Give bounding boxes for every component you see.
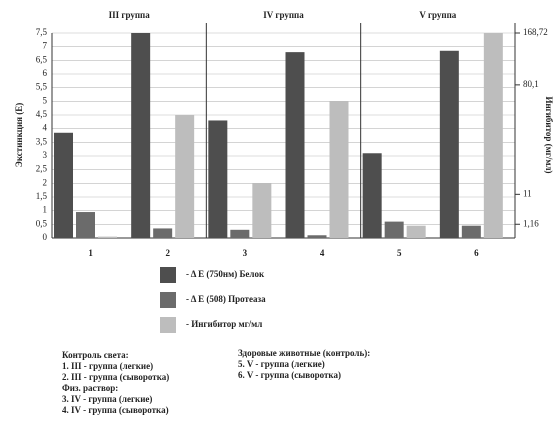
bar: [175, 115, 195, 238]
bar: [329, 101, 349, 238]
y-tick-label: 3: [43, 150, 48, 160]
y-tick-label: 7,5: [36, 27, 48, 37]
bar: [230, 229, 250, 238]
bar: [54, 132, 73, 238]
y2-tick-label: 80,1: [523, 79, 539, 89]
y-tick-label: 6,5: [36, 54, 48, 64]
note: 6. V - группа (сыворотка): [238, 370, 341, 380]
y-tick-label: 2,5: [36, 164, 48, 174]
x-tick-label: 1: [88, 248, 93, 258]
y-tick-label: 4,5: [36, 109, 48, 119]
y-tick-label: 1,5: [36, 191, 48, 201]
bar: [384, 221, 404, 238]
x-tick-label: 6: [474, 248, 479, 258]
bar: [208, 120, 228, 238]
bar: [483, 33, 503, 238]
legend-label: - Δ E (508) Протеаза: [186, 294, 266, 304]
note: 5. V - группа (легкие): [238, 359, 325, 369]
x-tick-label: 2: [166, 248, 171, 258]
legend-swatch: [160, 292, 176, 308]
note: 2. III - группа (сыворотка): [62, 372, 169, 382]
group-label: III группа: [109, 10, 151, 20]
y2-tick-label: 1,16: [523, 218, 539, 228]
y-tick-label: 0: [43, 232, 48, 242]
legend-swatch: [160, 317, 176, 333]
y2-tick-label: 168,72: [523, 27, 548, 37]
x-tick-label: 5: [397, 248, 402, 258]
bar: [406, 225, 426, 238]
y-tick-label: 1: [43, 205, 48, 215]
bar: [98, 236, 117, 238]
bar: [461, 225, 481, 238]
y2-tick-label: 11: [523, 188, 532, 198]
legend-swatch: [160, 267, 176, 283]
bar: [439, 50, 459, 239]
note: 3. IV - группа (легкие): [62, 394, 152, 404]
bar: [362, 153, 382, 238]
note: 1. III - группа (легкие): [62, 361, 153, 371]
y-tick-label: 2: [43, 177, 48, 187]
legend-label: - Ингибитор мг/мл: [186, 319, 262, 329]
bar: [76, 212, 95, 238]
bar: [153, 228, 173, 238]
y-tick-label: 4: [43, 123, 48, 133]
y2-axis-label: Ингибитор (мг/мл): [544, 96, 554, 173]
y-axis-label: Экстинкция (E): [14, 103, 24, 168]
y-tick-label: 0,5: [36, 218, 48, 228]
legend-label: - Δ E (750нм) Белок: [186, 269, 265, 279]
note: 4. IV - группа (сыворотка): [62, 405, 169, 415]
y-tick-label: 3,5: [36, 136, 48, 146]
note: Здоровые животные (контроль):: [238, 348, 370, 358]
group-label: IV группа: [263, 10, 304, 20]
bar: [131, 33, 151, 238]
note: Физ. раствор:: [62, 383, 118, 393]
note: Контроль света:: [62, 350, 129, 360]
y-tick-label: 7: [43, 41, 48, 51]
group-label: V группа: [419, 10, 456, 20]
bar: [307, 235, 327, 238]
x-tick-label: 4: [320, 248, 325, 258]
x-tick-label: 3: [243, 248, 248, 258]
y-tick-label: 5: [43, 95, 48, 105]
y-tick-label: 5,5: [36, 82, 48, 92]
y-tick-label: 6: [43, 68, 48, 78]
bar: [285, 52, 305, 239]
bar: [252, 183, 272, 238]
